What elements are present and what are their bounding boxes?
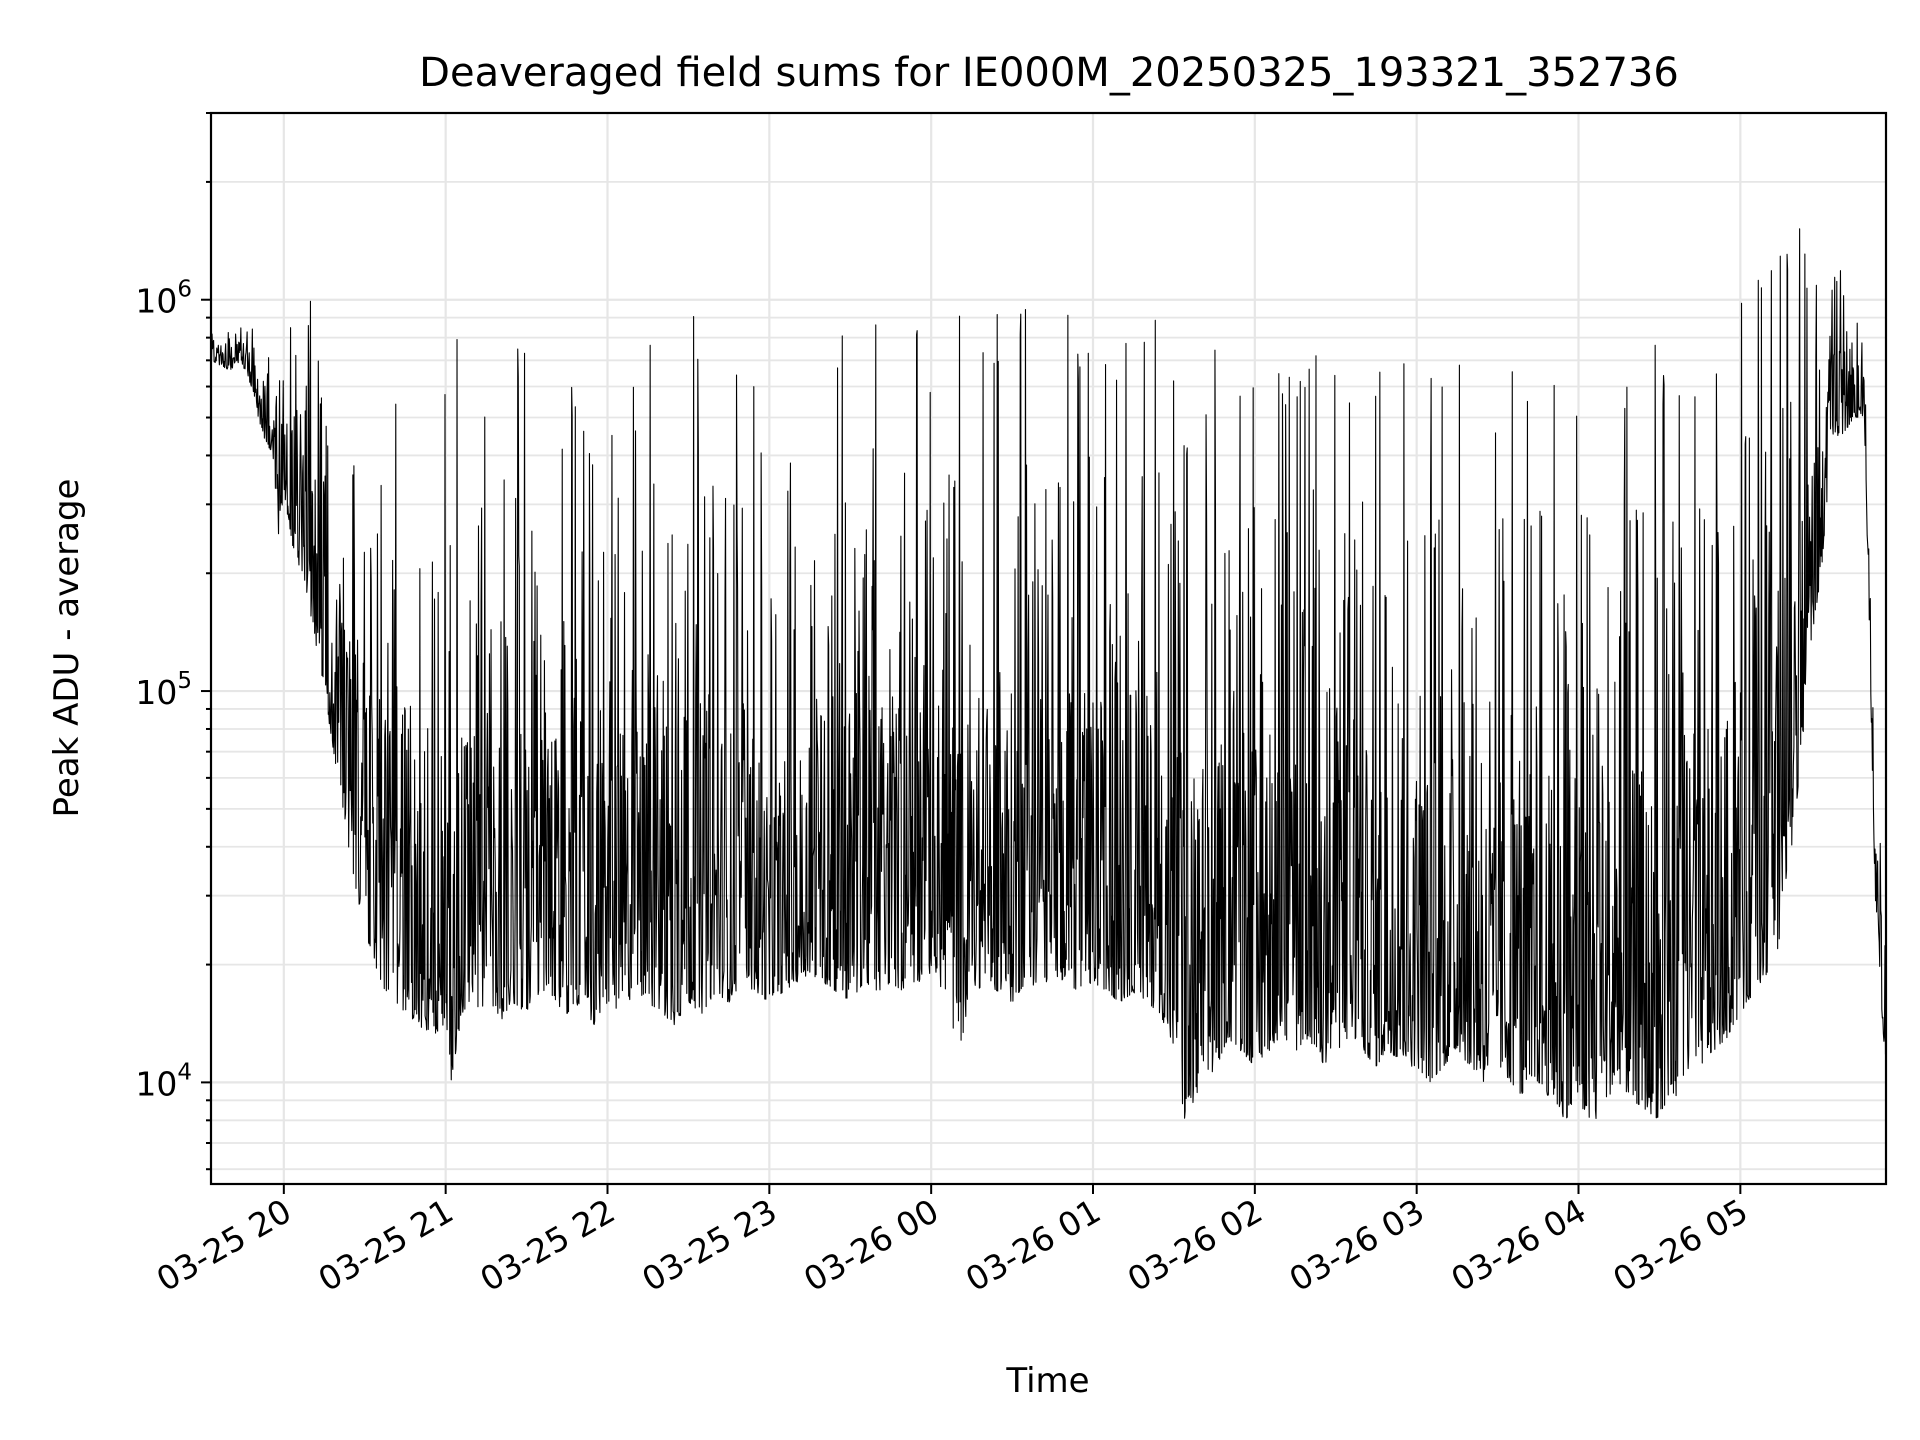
- x-axis-label: Time: [1005, 1361, 1089, 1401]
- chart-title: Deaveraged field sums for IE000M_2025032…: [419, 50, 1679, 96]
- y-tick-label: 106: [135, 277, 192, 321]
- plot-frame: [209, 111, 1888, 1186]
- series-line: [210, 228, 1887, 1120]
- y-axis: 104 105 106: [135, 112, 211, 1171]
- y-tick-label: 104: [135, 1059, 192, 1103]
- y-axis-label: Peak ADU - average: [47, 479, 87, 818]
- data-layer: [210, 228, 1887, 1120]
- y-tick-label: 105: [135, 668, 192, 712]
